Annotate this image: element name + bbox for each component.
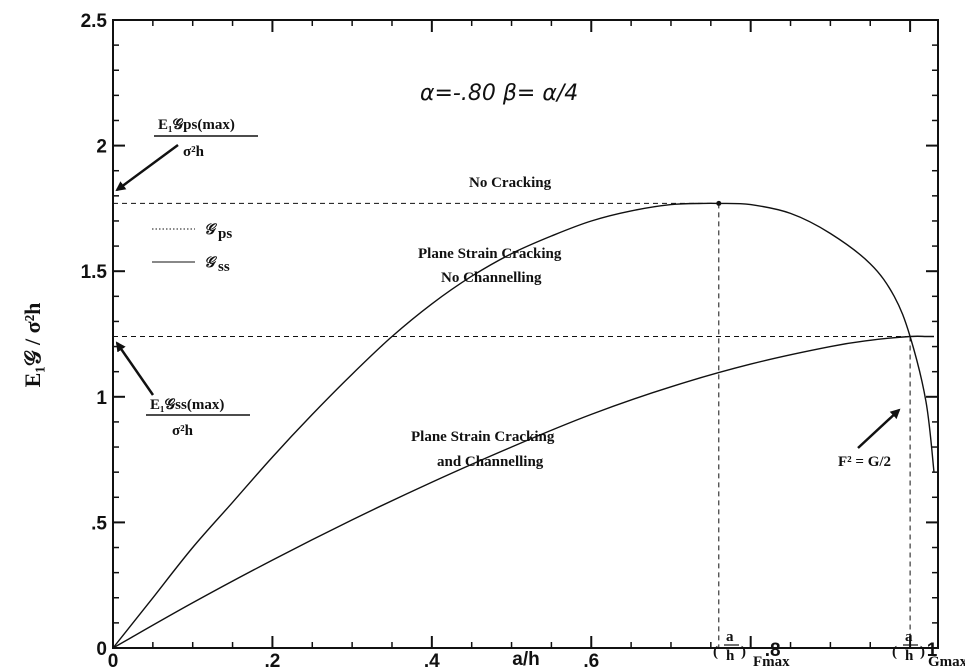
x-tick-label: 1 xyxy=(927,640,938,661)
x-tick-label: .6 xyxy=(583,651,599,669)
plot-frame xyxy=(112,19,939,649)
annotation-channelling-line2: and Channelling xyxy=(437,454,544,470)
ss-max-annotation: E₁𝒢ss(max) σ²h xyxy=(115,341,250,439)
gmax-paren-left: ( xyxy=(892,644,897,660)
y-axis-label: E₁𝒢 / σ²h xyxy=(20,303,45,388)
chart-title: α=-.80 β= α/4 xyxy=(420,81,578,106)
fmax-paren-left: ( xyxy=(713,644,718,660)
fmax-paren-right: ) xyxy=(741,644,746,660)
x-tick-label: .2 xyxy=(264,651,280,669)
f2-arrow xyxy=(857,408,901,449)
gmax-paren-right: ) xyxy=(920,644,925,660)
y-tick-label: 0 xyxy=(96,639,107,660)
fmax-subscript: Fmax xyxy=(753,654,790,669)
f2-equation: F² = G/2 xyxy=(838,454,891,470)
ps-max-denominator: σ²h xyxy=(183,144,205,160)
fmax-a: a xyxy=(726,629,734,645)
y-tick-label: 2.5 xyxy=(81,11,108,32)
x-axis-label: a/h xyxy=(512,649,539,669)
gmax-a: a xyxy=(905,629,913,645)
tick-labels: 0 .2 .4 .6 .8 1 0 .5 1 1.5 2 2.5 xyxy=(81,11,938,669)
y-axis-label-text: E₁𝒢 / σ²h xyxy=(20,303,45,388)
ps-max-numerator: E₁𝒢ps(max) xyxy=(158,117,235,133)
x-tick-label: 0 xyxy=(108,651,119,669)
legend-ss-subscript: ss xyxy=(218,259,230,275)
ss-max-arrow xyxy=(115,341,155,396)
annotation-plane-strain-line2: No Channelling xyxy=(441,270,542,286)
ps-max-arrow xyxy=(115,143,179,192)
x-tick-label: .4 xyxy=(424,651,440,669)
y-tick-label: .5 xyxy=(91,513,107,534)
gmax-h: h xyxy=(905,648,914,664)
series-line-0 xyxy=(112,202,935,649)
gmax-subscript: Gmax xyxy=(928,654,965,669)
ss-max-numerator: E₁𝒢ss(max) xyxy=(150,397,224,413)
a-over-h-gmax-label: ( a h ) Gmax xyxy=(892,629,965,669)
ps-max-annotation: E₁𝒢ps(max) σ²h xyxy=(115,117,258,192)
fmax-h: h xyxy=(726,648,735,664)
legend-ps-symbol: 𝒢 xyxy=(204,222,218,238)
y-tick-label: 1 xyxy=(96,388,107,409)
axis-ticks xyxy=(112,19,938,649)
annotation-plane-strain-line1: Plane Strain Cracking xyxy=(418,246,562,262)
a-over-h-fmax-label: ( a h ) Fmax xyxy=(713,629,790,669)
annotation-no-cracking: No Cracking xyxy=(469,175,552,191)
x-tick-label: .8 xyxy=(765,640,781,661)
legend-ss-symbol: 𝒢 xyxy=(204,255,218,271)
annotation-channelling-line1: Plane Strain Cracking xyxy=(411,429,555,445)
y-tick-label: 2 xyxy=(96,137,107,158)
y-tick-label: 1.5 xyxy=(81,262,108,283)
ss-max-denominator: σ²h xyxy=(172,423,194,439)
legend-ps-subscript: ps xyxy=(218,226,232,242)
f2-annotation: F² = G/2 xyxy=(838,408,901,470)
series-line-1 xyxy=(112,335,934,649)
legend: 𝒢 ps 𝒢 ss xyxy=(152,222,232,275)
series-layer xyxy=(112,202,935,649)
